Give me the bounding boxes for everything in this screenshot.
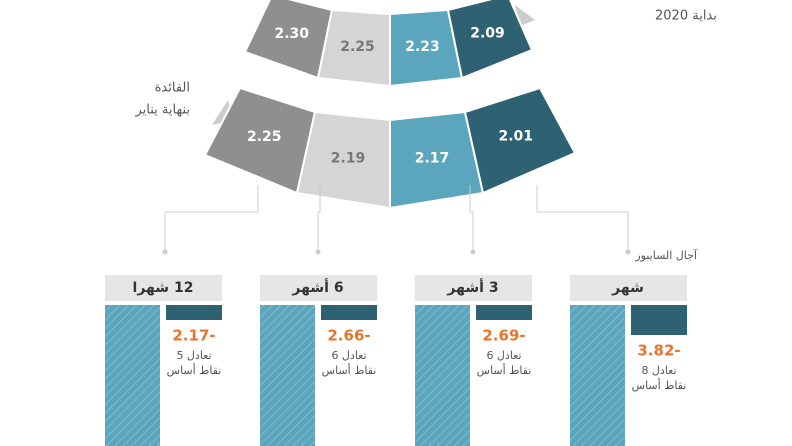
change: 2.69- xyxy=(482,327,525,345)
bar-small xyxy=(321,305,377,320)
bar-small xyxy=(476,305,532,320)
top-label: بداية 2020 xyxy=(655,9,717,24)
bar xyxy=(570,305,625,446)
arc-value: 2.25 xyxy=(247,129,282,145)
arc-value: 2.25 xyxy=(340,39,375,55)
note: تعادل 5 xyxy=(176,349,211,362)
connector-dot xyxy=(625,249,631,255)
change: 3.82- xyxy=(637,342,680,360)
arc-segment xyxy=(463,86,577,195)
bar xyxy=(260,305,315,446)
arc-value: 2.19 xyxy=(331,150,366,166)
note: تعادل 6 xyxy=(331,349,366,362)
arc-value: 2.09 xyxy=(470,25,505,41)
connector-dot xyxy=(470,249,476,255)
arc-value: 2.23 xyxy=(405,39,440,55)
change: 2.17- xyxy=(172,327,215,345)
tenor-name: 6 أشهر xyxy=(291,278,343,296)
tenor-name: 12 شهرا xyxy=(133,280,194,296)
bar xyxy=(415,305,470,446)
tenor-name: 3 أشهر xyxy=(446,278,498,296)
note: نقاط أساس xyxy=(167,363,222,377)
arc-value: 2.01 xyxy=(498,129,533,145)
change: 2.66- xyxy=(327,327,370,345)
tenor-header xyxy=(570,275,687,301)
connector xyxy=(164,185,259,250)
connector-dot xyxy=(162,249,168,255)
connector xyxy=(317,185,321,250)
bar xyxy=(105,305,160,446)
arc-value: 2.30 xyxy=(274,26,309,42)
bar-small xyxy=(631,305,687,335)
tenor-header xyxy=(105,275,222,301)
bottom-label: الفائدة xyxy=(155,81,190,96)
arc-segment xyxy=(446,0,534,80)
tenor-name: شهر xyxy=(611,280,644,296)
connector xyxy=(536,185,629,250)
tenor-header xyxy=(415,275,532,301)
tenor-header xyxy=(260,275,377,301)
note: تعادل 8 xyxy=(641,364,676,377)
note: نقاط أساس xyxy=(632,378,687,392)
note: نقاط أساس xyxy=(322,363,377,377)
bottom-label: بنهاية يناير xyxy=(134,103,190,118)
tenor-heading: آجال السايبور xyxy=(634,248,698,262)
arc-value: 2.17 xyxy=(415,150,450,166)
note: تعادل 6 xyxy=(486,349,521,362)
connector xyxy=(469,185,474,250)
connector-dot xyxy=(315,249,321,255)
bar-small xyxy=(166,305,222,320)
note: نقاط أساس xyxy=(477,363,532,377)
